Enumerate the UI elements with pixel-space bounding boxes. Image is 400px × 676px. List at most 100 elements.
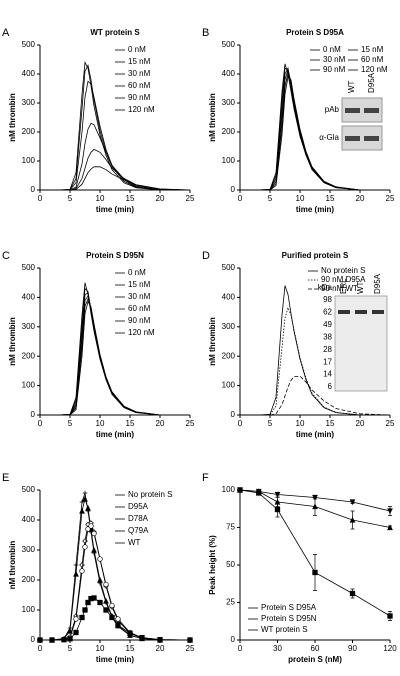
legend-label: 120 nM (128, 105, 155, 114)
series-line (40, 597, 191, 641)
y-tick-label: 0 (31, 410, 36, 419)
kda-label: 62 (323, 308, 332, 317)
legend-label: 0 nM (128, 268, 146, 277)
marker (312, 569, 318, 576)
kda-label: 14 (323, 370, 332, 379)
y-tick-label: 0 (231, 185, 236, 194)
x-tick-label: 90 (348, 644, 357, 653)
marker (82, 538, 88, 544)
legend-label: 120 nM (128, 328, 155, 337)
marker (109, 614, 115, 621)
marker (312, 503, 318, 510)
y-tick-label: 300 (222, 322, 236, 331)
marker (127, 630, 133, 637)
chart-title: Protein S D95N (86, 251, 144, 260)
marker (91, 595, 97, 601)
y-tick-label: 500 (222, 263, 236, 272)
marker (85, 599, 91, 606)
marker (103, 607, 109, 613)
y-tick-label: 400 (222, 293, 236, 302)
marker (109, 602, 115, 609)
series-line (40, 148, 191, 191)
y-tick-label: 400 (22, 515, 36, 524)
marker (237, 487, 243, 493)
band (364, 136, 379, 141)
x-tick-label: 25 (386, 419, 395, 428)
y-tick-label: 300 (22, 545, 36, 554)
band (345, 136, 360, 141)
series-line (240, 76, 390, 191)
x-tick-label: 5 (68, 194, 73, 203)
x-tick-label: 30 (273, 644, 282, 653)
legend-label: 0 nM (128, 45, 146, 54)
series-line (40, 61, 190, 191)
lane-label: D95A (373, 273, 382, 294)
marker (387, 613, 393, 619)
panel: E 0 100 200 300 400 500 0 5 10 15 20 25 time (min) nM … (2, 472, 195, 664)
marker (115, 616, 121, 622)
x-axis-label: time (min) (96, 430, 135, 439)
x-tick-label: 15 (326, 419, 335, 428)
marker (82, 607, 88, 613)
band (338, 310, 350, 314)
legend-label: 90 nM D95A (321, 275, 366, 284)
marker (73, 616, 79, 622)
marker (91, 530, 97, 537)
series-line (239, 489, 391, 617)
x-tick-label: 10 (296, 419, 305, 428)
marker (79, 614, 85, 621)
series-line (40, 497, 190, 641)
row-label: pAb (325, 105, 340, 114)
x-tick-label: 0 (38, 644, 43, 653)
marker (103, 597, 109, 604)
marker (73, 629, 79, 636)
panel-label: A (2, 27, 10, 39)
y-tick-label: 200 (22, 575, 36, 584)
marker (349, 590, 356, 597)
x-tick-label: 20 (156, 194, 165, 203)
marker (79, 562, 85, 568)
x-tick-label: 0 (238, 644, 243, 653)
marker (37, 637, 43, 643)
y-tick-label: 200 (222, 127, 236, 136)
x-tick-label: 15 (126, 419, 135, 428)
lane-label: ERL (339, 278, 348, 294)
y-tick-label: 100 (22, 381, 36, 390)
y-axis-label: nM thrombin (8, 93, 17, 142)
panel-label: D (202, 250, 210, 262)
x-tick-label: 15 (126, 194, 135, 203)
band (355, 310, 367, 314)
marker (187, 637, 193, 643)
marker (82, 490, 88, 496)
panel-label: B (202, 27, 209, 39)
x-tick-label: 0 (238, 419, 243, 428)
y-tick-label: 500 (22, 40, 36, 49)
row-label: α-Gla (319, 133, 339, 142)
x-tick-label: 20 (356, 194, 365, 203)
y-tick-label: 0 (231, 635, 236, 644)
gel-unit: kDa (318, 283, 333, 292)
legend-label: No protein S (128, 490, 172, 499)
series-line (40, 166, 191, 191)
x-tick-label: 25 (186, 419, 195, 428)
x-tick-label: 20 (156, 644, 165, 653)
series-line (40, 492, 190, 641)
y-tick-label: 400 (222, 69, 236, 78)
legend-label: 15 nM (128, 57, 151, 66)
lane-label: WT (356, 281, 365, 294)
marker (82, 544, 88, 550)
kda-label: 17 (323, 357, 332, 366)
kda-label: 38 (323, 332, 332, 341)
x-axis-label: time (min) (96, 655, 135, 664)
x-tick-label: 0 (38, 194, 43, 203)
y-tick-label: 100 (222, 485, 236, 494)
y-tick-label: 50 (226, 560, 235, 569)
legend-label: 30 nM (128, 292, 151, 301)
y-axis-label: nM thrombin (8, 317, 17, 366)
x-tick-label: 5 (68, 644, 73, 653)
legend-label: 60 nM (128, 81, 151, 90)
y-tick-label: 200 (222, 351, 236, 360)
x-tick-label: 120 (383, 644, 397, 653)
x-axis-label: time (min) (296, 205, 335, 214)
